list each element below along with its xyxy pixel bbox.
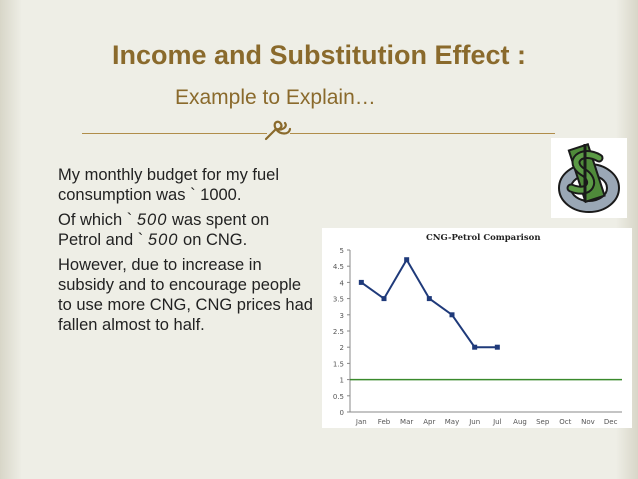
data-point-petrol [449, 312, 455, 318]
x-tick-label: Apr [423, 418, 435, 426]
x-tick-label: Mar [400, 418, 413, 426]
dollar-sign-icon [558, 143, 620, 213]
x-tick-label: Nov [581, 418, 595, 426]
paragraph-subsidy: However, due to increase in subsidy and … [58, 255, 388, 335]
x-tick-label: Jun [468, 418, 480, 426]
y-tick-label: 5 [340, 247, 344, 255]
x-tick-label: Sep [536, 418, 550, 426]
y-tick-label: 2.5 [333, 328, 344, 336]
x-tick-label: Aug [513, 418, 527, 426]
subsidy-line-4: fallen almost to half. [58, 316, 205, 334]
slide-title: Income and Substitution Effect : [111, 40, 526, 70]
x-tick-label: Jul [492, 418, 502, 426]
paragraph-budget: My monthly budget for my fuel consumptio… [58, 165, 388, 205]
slide-subtitle: Example to Explain… [175, 86, 376, 109]
y-tick-label: 0 [340, 409, 344, 417]
divider-line-right [290, 133, 555, 134]
x-tick-label: Feb [378, 418, 391, 426]
y-tick-label: 3 [340, 312, 344, 320]
y-tick-label: 1.5 [333, 360, 344, 368]
x-tick-label: Jan [355, 418, 367, 426]
chart-svg: CNG-Petrol Comparison 0 0.5 1 1.5 2 2.5 3 3.5 4 4.… [333, 233, 622, 426]
chart-title: CNG-Petrol Comparison [426, 233, 541, 243]
x-tick-label: Oct [559, 418, 571, 426]
dollar-clipart [551, 138, 627, 218]
y-tick-label: 3.5 [333, 296, 344, 304]
cng-petrol-chart: CNG-Petrol Comparison 0 0.5 1 1.5 2 2.5 3 3.5 4 4.… [322, 228, 632, 428]
data-point-petrol [358, 279, 364, 285]
data-point-petrol [426, 296, 432, 302]
y-tick-label: 0.5 [333, 393, 344, 401]
budget-line-2: consumption was ` 1000. [58, 186, 242, 204]
paragraph-split: Of which ` 500 was spent on Petrol and `… [58, 210, 388, 250]
x-tick-label: May [445, 418, 459, 426]
data-point-petrol [494, 344, 500, 350]
body-text: My monthly budget for my fuel consumptio… [58, 165, 388, 340]
data-point-petrol [381, 296, 387, 302]
split-prefix-2: Petrol and ` [58, 231, 144, 249]
y-tick-label: 4 [340, 279, 345, 287]
subsidy-line-3: to use more CNG, CNG prices had [58, 296, 313, 314]
data-point-petrol [472, 344, 478, 350]
split-suffix-1: was spent on [172, 211, 270, 229]
budget-line-1: My monthly budget for my fuel [58, 166, 280, 184]
split-suffix-2: on CNG. [183, 231, 248, 249]
series-line-petrol [360, 257, 498, 349]
cng-amount: 500 [147, 231, 179, 249]
petrol-amount: 500 [136, 211, 168, 229]
x-tick-label: Dec [604, 418, 618, 426]
subsidy-line-1: However, due to increase in [58, 256, 262, 274]
split-prefix-1: Of which ` [58, 211, 133, 229]
y-tick-label: 4.5 [333, 263, 344, 271]
divider-line-left [82, 133, 267, 134]
subsidy-line-2: subsidy and to encourage people [58, 276, 302, 294]
y-tick-label: 2 [340, 344, 344, 352]
y-tick-label: 1 [340, 377, 344, 385]
data-point-petrol [404, 257, 410, 263]
ornament-icon [264, 120, 292, 141]
